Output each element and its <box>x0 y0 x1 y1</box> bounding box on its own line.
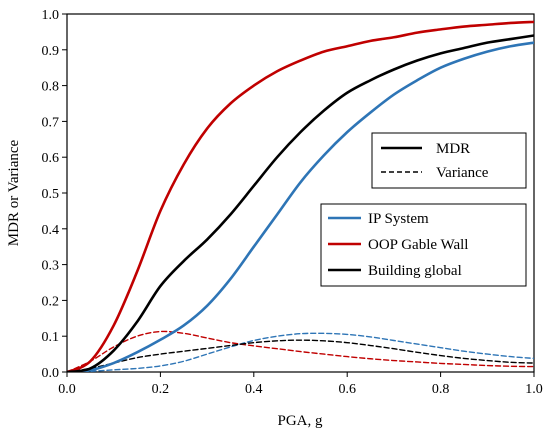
series-line-building-global-variance <box>67 339 534 372</box>
y-axis-title: MDR or Variance <box>6 139 22 246</box>
y-tick-label: 0.7 <box>42 115 60 130</box>
y-tick-label: 0.5 <box>42 187 60 202</box>
series-line-ip-system-variance <box>67 332 534 372</box>
legend-oop-label: OOP Gable Wall <box>368 237 468 253</box>
series-line-oop-gable-wall-variance <box>67 330 534 372</box>
y-tick-label: 0.4 <box>42 223 60 238</box>
plot-frame <box>66 13 535 373</box>
x-ticks: 0.0 0.2 0.4 0.6 0.8 1.0 <box>58 372 543 397</box>
legend-series: IP System OOP Gable Wall Building global <box>320 203 527 287</box>
x-tick-label: 0.0 <box>58 382 76 397</box>
legend-variance-label: Variance <box>436 165 489 181</box>
legend-building-label: Building global <box>368 263 462 279</box>
x-tick-label: 0.6 <box>338 382 356 397</box>
series-line-oop-gable-wall-mdr <box>67 20 534 372</box>
x-tick-label: 1.0 <box>525 382 543 397</box>
x-axis-title: PGA, g <box>277 413 323 429</box>
x-tick-label: 0.8 <box>432 382 450 397</box>
y-tick-label: 0.0 <box>42 366 60 381</box>
y-tick-label: 1.0 <box>42 8 60 23</box>
legend-mdr-label: MDR <box>436 141 470 157</box>
y-tick-label: 0.2 <box>42 294 60 309</box>
x-tick-label: 0.4 <box>245 382 263 397</box>
x-tick-label: 0.2 <box>152 382 170 397</box>
y-ticks: 0.0 0.1 0.2 0.3 0.4 0.5 0.6 0.7 0.8 0.9 1.0 <box>42 8 67 381</box>
series-line-ip-system-mdr <box>67 41 534 372</box>
series-lines <box>67 20 534 372</box>
y-tick-label: 0.3 <box>42 259 60 274</box>
y-tick-label: 0.1 <box>42 330 60 345</box>
series-line-building-global-mdr <box>67 34 534 372</box>
y-tick-label: 0.9 <box>42 44 60 59</box>
legend-ip-label: IP System <box>368 211 429 227</box>
y-tick-label: 0.8 <box>42 80 60 95</box>
y-tick-label: 0.6 <box>42 151 60 166</box>
legend-style: MDR Variance <box>371 132 527 189</box>
legend-style-box <box>371 132 527 189</box>
